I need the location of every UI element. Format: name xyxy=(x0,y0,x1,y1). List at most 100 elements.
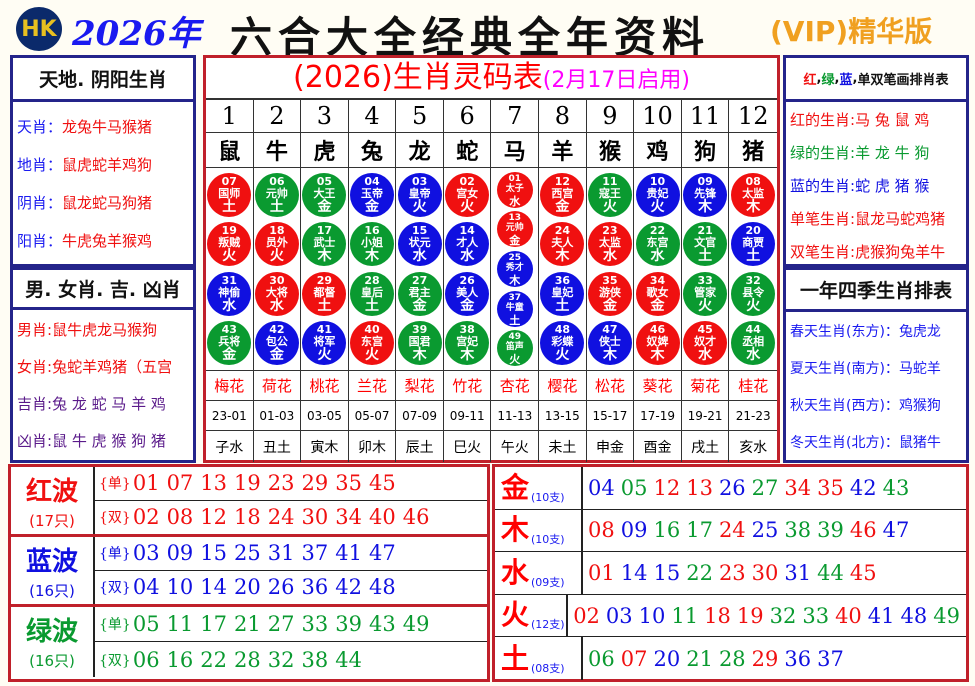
heading-blue: 蓝 xyxy=(839,73,853,88)
heading-rest: 单双笔画排肖表 xyxy=(857,73,949,88)
wave-number: 03 xyxy=(132,541,160,566)
ball-column: 10 贵妃火 22 东宫水 34 歌女金 46 奴婢木 xyxy=(634,168,682,370)
branch-element: 寅木 xyxy=(301,431,349,462)
element-numbers: 04 05 12 13 26 27 34 35 42 43 xyxy=(583,467,966,509)
wave-number: 24 xyxy=(267,505,295,530)
ball-title: 牛童 xyxy=(505,302,524,313)
wave-number: 49 xyxy=(402,612,430,636)
time-range: 13-15 xyxy=(539,401,587,430)
ball-number: 11 xyxy=(602,174,618,188)
vip-label: (VIP)精华版 xyxy=(770,15,933,48)
element-row: 土 (08支) 06 07 20 21 28 29 36 37 xyxy=(495,637,966,680)
number-ball: 42 包公金 xyxy=(254,321,299,366)
table-title: (2026)生肖灵码表(2月17日启用) xyxy=(206,58,777,100)
element-row: 木 (10支) 08 09 16 17 24 25 38 39 46 47 xyxy=(495,509,966,553)
element-number: 32 xyxy=(769,603,797,628)
ball-element: 木 xyxy=(317,248,332,265)
line-key: 双笔生肖: xyxy=(790,243,856,261)
branch-element: 巳火 xyxy=(444,431,492,462)
ball-number: 17 xyxy=(316,224,333,238)
element-number: 07 xyxy=(620,646,648,671)
ball-title: 秀才 xyxy=(505,262,524,273)
branch-element: 未土 xyxy=(539,431,587,462)
flower-name: 梨花 xyxy=(396,371,444,400)
ball-column: 06 元帅土 18 员外火 30 大将水 42 包公金 xyxy=(254,168,302,370)
element-number: 13 xyxy=(686,475,713,500)
element-number: 23 xyxy=(718,560,746,585)
ball-number: 49 xyxy=(508,332,522,343)
number-ball: 28 皇后土 xyxy=(350,271,395,316)
ball-number: 09 xyxy=(697,174,713,188)
wave-number: 47 xyxy=(368,541,396,566)
ball-title: 夫人 xyxy=(551,236,574,250)
flower-name: 葵花 xyxy=(634,371,682,400)
column-number: 10 xyxy=(634,100,682,132)
line-key: 地肖： xyxy=(17,156,63,174)
color-heading: 红, 绿, 蓝, 单双笔画排肖表 xyxy=(786,58,966,102)
info-line: 女肖:兔蛇羊鸡猪（五宫 xyxy=(13,349,193,386)
column-number: 12 xyxy=(737,102,769,130)
ball-element: 火 xyxy=(412,198,427,215)
ball-element: 火 xyxy=(698,297,713,314)
number-ball: 09 先锋木 xyxy=(683,172,728,217)
number-ball: 24 夫人木 xyxy=(540,222,585,267)
element-row: 水 (09支) 01 14 15 22 23 30 31 44 45 xyxy=(495,552,966,595)
column-number: 7 xyxy=(491,100,540,132)
wave-number: 10 xyxy=(166,575,194,600)
line-key: 天肖： xyxy=(17,118,63,136)
wave-number: 48 xyxy=(368,575,396,600)
element-number: 21 xyxy=(686,646,713,671)
wave-number: 16 xyxy=(166,647,194,672)
line-value: 鼠龙马蛇鸡猪 xyxy=(855,210,946,228)
ball-title: 君主 xyxy=(408,285,431,299)
ball-title: 皇后 xyxy=(361,285,384,299)
ball-element: 水 xyxy=(746,347,761,364)
info-line: 地肖：鼠虎蛇羊鸡狗 xyxy=(13,146,193,184)
element-number: 09 xyxy=(620,518,648,543)
wave-group: 红波 (17只) {单} 01 07 13 19 23 29 35 45 {双} 02 08 12 18 24 3… xyxy=(11,467,487,537)
element-table: 金 (10支) 04 05 12 13 26 27 34 35 42 43 木 (10支) 08 09 16 17… xyxy=(492,464,969,682)
ball-element: 木 xyxy=(555,248,570,265)
element-numbers: 08 09 16 17 24 25 38 39 46 47 xyxy=(583,510,966,552)
element-name: 金 xyxy=(501,470,530,504)
ball-title: 彩蝶 xyxy=(551,335,574,349)
flower-name: 杏花 xyxy=(491,371,540,400)
number-ball: 49 笛声火 xyxy=(496,330,533,367)
ball-title: 皇帝 xyxy=(408,186,431,200)
ball-column: 03 皇帝火 15 状元水 27 君主金 39 国君木 xyxy=(396,168,444,370)
ball-number: 41 xyxy=(316,323,333,337)
wave-number: 32 xyxy=(267,647,295,672)
zodiac-name: 羊 xyxy=(539,133,587,167)
ball-title: 大王 xyxy=(313,186,336,200)
time-range: 19-21 xyxy=(682,401,730,430)
wave-odd-label: {单} xyxy=(99,617,131,633)
number-ball: 10 贵妃火 xyxy=(635,172,680,217)
ball-title: 游侠 xyxy=(598,285,621,299)
element-number: 19 xyxy=(736,603,764,628)
ball-element: 水 xyxy=(602,248,617,265)
gender-heading: 男. 女肖. 吉. 凶肖 xyxy=(13,270,193,310)
branch-element: 午火 xyxy=(491,431,540,462)
ball-title: 侠士 xyxy=(598,335,621,349)
zodiac-name: 鼠 xyxy=(206,133,254,167)
wave-number: 23 xyxy=(267,471,295,496)
page-title: 六合大全经典全年资料 xyxy=(230,13,711,62)
wave-number: 46 xyxy=(402,505,430,530)
ball-element: 水 xyxy=(509,194,521,208)
element-number: 31 xyxy=(784,560,812,585)
element-number: 08 xyxy=(588,518,615,543)
number-ball: 38 宫妃木 xyxy=(445,321,490,366)
tiandi-heading: 天地. 阴阳生肖 xyxy=(13,58,193,102)
line-value: 蛇 虎 猪 猴 xyxy=(855,177,930,195)
wave-group: 蓝波 (16只) {单} 03 09 15 25 31 37 41 47 {双} 04 10 14 20 26 3… xyxy=(11,537,487,607)
ball-element: 木 xyxy=(650,347,665,364)
line-value: 鼠 牛 虎 猴 狗 猪 xyxy=(52,432,166,450)
number-ball: 41 将军火 xyxy=(302,321,347,366)
wave-number: 38 xyxy=(301,647,329,672)
number-ball: 17 武士木 xyxy=(302,222,347,267)
season-panel: 一年四季生肖排表 春天生肖(东方)：兔虎龙 夏天生肖(南方)：马蛇羊 秋天生肖(西方… xyxy=(783,267,969,463)
element-numbers: 01 14 15 22 23 30 31 44 45 xyxy=(583,552,966,594)
wave-number: 22 xyxy=(200,647,228,672)
element-row: 火 (12支) 02 03 10 11 18 19 32 33 40 41 48 49 xyxy=(495,594,966,638)
ball-title: 宫女 xyxy=(456,186,479,200)
